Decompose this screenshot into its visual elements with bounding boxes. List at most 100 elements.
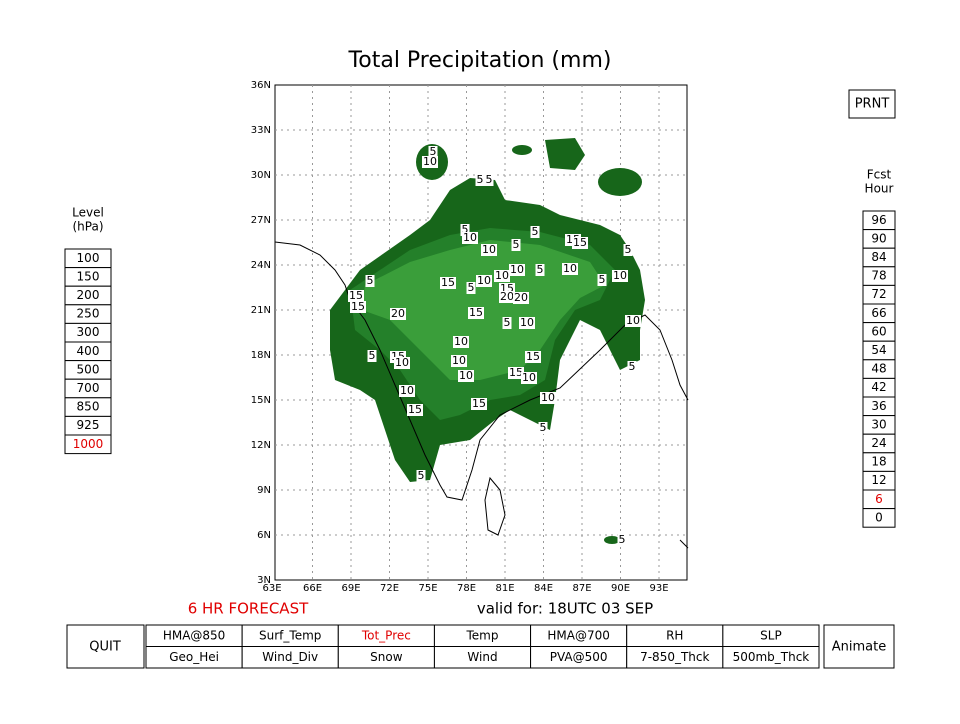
option-label: 250 xyxy=(77,307,100,321)
contour-label-bg xyxy=(422,156,438,168)
option-label: 54 xyxy=(871,343,886,357)
contour-label-bg xyxy=(513,292,529,304)
menu-label: RH xyxy=(666,629,683,643)
option-label: 78 xyxy=(871,269,886,283)
contour-label: 5 xyxy=(418,469,425,482)
lon-label: 87E xyxy=(572,583,591,594)
option-button[interactable] xyxy=(64,434,112,455)
contour-label-bg xyxy=(458,370,474,382)
contour-label: 10 xyxy=(495,269,509,282)
option-label: 850 xyxy=(77,400,100,414)
menu-label: 7-850_Thck xyxy=(640,650,709,664)
lon-label: 69E xyxy=(341,583,360,594)
contour-label-bg xyxy=(530,226,540,238)
contour-label: 10 xyxy=(520,316,534,329)
contour-label: 5 xyxy=(486,173,493,186)
animate-button[interactable] xyxy=(823,624,895,669)
contour-label: 5 xyxy=(625,243,632,256)
print-label: PRNT xyxy=(855,97,890,112)
contour-label: 5 xyxy=(369,349,376,362)
contour-label: 5 xyxy=(540,421,547,434)
contour-label-bg xyxy=(484,174,494,186)
lat-label: 15N xyxy=(251,395,271,406)
lat-label: 27N xyxy=(251,215,271,226)
contour-label-bg xyxy=(365,275,375,287)
contour-label-bg xyxy=(462,232,478,244)
lon-label: 84E xyxy=(534,583,553,594)
precip-area xyxy=(598,168,642,196)
option-label: 42 xyxy=(871,380,886,394)
panel-title: Level xyxy=(72,206,104,220)
lon-label: 78E xyxy=(457,583,476,594)
option-label: 24 xyxy=(871,436,886,450)
forecast-label: 6 HR FORECAST xyxy=(188,600,309,618)
contour-label-bg xyxy=(348,290,364,302)
contour-label-bg xyxy=(453,336,469,348)
option-label: 90 xyxy=(871,231,886,245)
animate-label: Animate xyxy=(832,640,886,655)
contour-label: 5 xyxy=(468,281,475,294)
contour-label-bg xyxy=(499,291,515,303)
contour-label-bg xyxy=(451,355,467,367)
panel-title: Fcst xyxy=(867,168,892,182)
contour-label-bg xyxy=(394,357,410,369)
lon-label: 81E xyxy=(495,583,514,594)
contour-label-bg xyxy=(440,277,456,289)
contour-label: 5 xyxy=(477,173,484,186)
contour-label: 10 xyxy=(459,369,473,382)
contour-label: 5 xyxy=(599,273,606,286)
menu-label: HMA@700 xyxy=(547,629,610,643)
contour-label: 10 xyxy=(613,269,627,282)
menu-label: Snow xyxy=(370,650,403,664)
lat-label: 12N xyxy=(251,440,271,451)
option-button[interactable] xyxy=(862,508,896,528)
contour-label: 5 xyxy=(504,316,511,329)
panel-title: (hPa) xyxy=(72,220,103,234)
contour-label: 5 xyxy=(367,274,374,287)
option-label: 1000 xyxy=(73,437,104,451)
contour-label: 15 xyxy=(441,276,455,289)
contour-label-bg xyxy=(468,307,484,319)
contour-label-bg xyxy=(572,237,588,249)
lat-label: 24N xyxy=(251,260,271,271)
contour-label-bg xyxy=(476,275,492,287)
print-button[interactable] xyxy=(848,89,896,119)
contour-label: 10 xyxy=(563,262,577,275)
contour-label-bg xyxy=(475,174,485,186)
contour-label: 5 xyxy=(537,263,544,276)
menu-button[interactable] xyxy=(722,646,820,669)
contour-label-bg xyxy=(521,372,537,384)
contour-label-bg xyxy=(562,263,578,275)
menu-label: Geo_Hei xyxy=(169,650,219,664)
contour-label: 15 xyxy=(349,289,363,302)
contour-label: 10 xyxy=(395,356,409,369)
contour-label-bg xyxy=(494,270,510,282)
contour-label: 10 xyxy=(522,371,536,384)
contour-label-bg xyxy=(350,301,366,313)
lat-label: 9N xyxy=(257,485,271,496)
option-label: 96 xyxy=(871,213,886,227)
lat-label: 21N xyxy=(251,305,271,316)
contour-label-bg xyxy=(627,361,637,373)
contour-label-bg xyxy=(625,315,641,327)
menu-label: 500mb_Thck xyxy=(733,650,810,664)
contour-label: 5 xyxy=(532,225,539,238)
option-label: 48 xyxy=(871,362,886,376)
chart-title: Total Precipitation (mm) xyxy=(348,48,612,73)
option-label: 18 xyxy=(871,455,886,469)
option-label: 66 xyxy=(871,306,886,320)
quit-button[interactable] xyxy=(66,624,145,669)
precip-area xyxy=(545,138,585,170)
menu-label: Surf_Temp xyxy=(259,629,321,643)
option-label: 84 xyxy=(871,250,886,264)
option-label: 150 xyxy=(77,269,100,283)
contour-label-bg xyxy=(538,422,548,434)
lon-label: 66E xyxy=(303,583,322,594)
option-label: 500 xyxy=(77,362,100,376)
contour-label-bg xyxy=(390,308,406,320)
contour-label: 10 xyxy=(477,274,491,287)
contour-label-bg xyxy=(525,351,541,363)
contour-label: 5 xyxy=(462,223,469,236)
contour-label: 10 xyxy=(452,354,466,367)
